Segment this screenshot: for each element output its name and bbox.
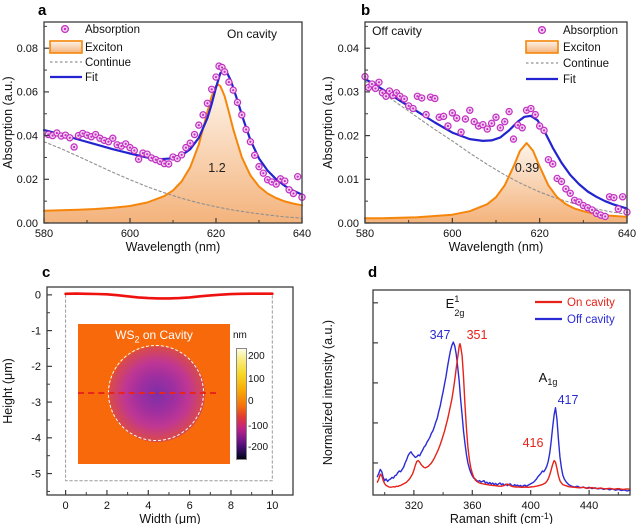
- svg-text:0.02: 0.02: [17, 174, 38, 186]
- svg-text:-2: -2: [31, 361, 41, 373]
- svg-text:320: 320: [405, 500, 423, 512]
- inset-title: WS2 on Cavity: [78, 328, 230, 344]
- inset-title-sub: 2: [134, 334, 140, 345]
- inset-title-suffix: on Cavity: [139, 328, 193, 342]
- svg-text:0: 0: [63, 500, 69, 512]
- svg-text:0.01: 0.01: [338, 174, 359, 186]
- panel-label-b: b: [361, 2, 371, 19]
- svg-text:Absorption: Absorption: [85, 24, 140, 36]
- panel-label-a: a: [38, 2, 47, 19]
- svg-text:580: 580: [356, 228, 374, 240]
- svg-text:Exciton: Exciton: [563, 42, 601, 54]
- svg-text:On cavity: On cavity: [567, 297, 615, 309]
- colorbar: nm 200 100 0 -100 -200: [231, 330, 291, 470]
- afm-heatmap-inset: WS2 on Cavity: [78, 324, 230, 464]
- svg-text:4: 4: [145, 500, 151, 512]
- svg-text:Off cavity: Off cavity: [567, 314, 615, 326]
- svg-text:400: 400: [522, 500, 540, 512]
- colorbar-unit-label: nm: [233, 330, 247, 341]
- profile-cut-dashed-line: [78, 392, 216, 394]
- svg-text:0: 0: [35, 290, 41, 302]
- svg-text:1.2: 1.2: [208, 161, 225, 175]
- svg-text:Exciton: Exciton: [85, 42, 123, 54]
- panel-label-c: c: [42, 264, 51, 281]
- inset-title-prefix: WS: [115, 328, 135, 342]
- colorbar-tick: -100: [248, 421, 269, 432]
- svg-text:Wavelength (nm): Wavelength (nm): [449, 240, 544, 254]
- colorbar-tick: -200: [248, 442, 269, 453]
- svg-text:Fit: Fit: [563, 74, 577, 86]
- svg-text:Width (μm): Width (μm): [139, 512, 200, 524]
- svg-text:440: 440: [580, 500, 598, 512]
- svg-text:640: 640: [293, 228, 311, 240]
- svg-text:600: 600: [443, 228, 461, 240]
- panel-label-d: d: [368, 264, 378, 281]
- svg-text:Raman shift (cm-1): Raman shift (cm-1): [450, 511, 553, 524]
- svg-text:Absorption (a.u.): Absorption (a.u.): [1, 76, 15, 168]
- svg-text:640: 640: [618, 228, 636, 240]
- colorbar-gradient: [236, 348, 247, 460]
- svg-text:0.06: 0.06: [17, 87, 38, 99]
- svg-text:-5: -5: [31, 468, 41, 480]
- svg-text:620: 620: [207, 228, 225, 240]
- svg-text:On cavity: On cavity: [227, 27, 277, 41]
- svg-text:Absorption: Absorption: [563, 25, 618, 37]
- svg-text:8: 8: [228, 500, 234, 512]
- absorption-off-cavity-chart: 580 600 620 640 0.00 0.01 0.02 0.03 0.04 Waveleng…: [321, 21, 636, 254]
- svg-text:-4: -4: [31, 433, 41, 445]
- svg-text:10: 10: [266, 500, 278, 512]
- svg-text:Absorption (a.u.): Absorption (a.u.): [321, 76, 335, 168]
- svg-text:580: 580: [35, 228, 53, 240]
- svg-text:0.08: 0.08: [17, 43, 38, 55]
- svg-text:Height (μm): Height (μm): [1, 358, 15, 424]
- svg-text:Wavelength (nm): Wavelength (nm): [126, 240, 221, 254]
- svg-text:Off cavity: Off cavity: [372, 24, 422, 38]
- svg-text:Continue: Continue: [563, 58, 609, 70]
- svg-text:620: 620: [530, 228, 548, 240]
- svg-text:Continue: Continue: [85, 57, 131, 69]
- svg-text:2: 2: [104, 500, 110, 512]
- svg-text:A1g: A1g: [539, 370, 558, 387]
- svg-text:351: 351: [467, 328, 488, 342]
- colorbar-tick: 0: [248, 396, 254, 407]
- svg-text:600: 600: [121, 228, 139, 240]
- svg-text:0.00: 0.00: [338, 218, 359, 230]
- svg-text:0.04: 0.04: [338, 43, 359, 55]
- svg-text:0.39: 0.39: [515, 161, 539, 175]
- svg-text:0.03: 0.03: [338, 87, 359, 99]
- raman-spectra-chart: 320 360 400 440 Raman shift (cm-1) Normalized…: [321, 289, 631, 524]
- svg-text:Fit: Fit: [85, 72, 99, 84]
- svg-text:-3: -3: [31, 397, 41, 409]
- svg-text:360: 360: [463, 500, 481, 512]
- svg-text:-1: -1: [31, 325, 41, 337]
- svg-text:417: 417: [558, 393, 579, 407]
- svg-text:0.04: 0.04: [17, 130, 38, 142]
- colorbar-tick: 200: [248, 351, 265, 362]
- colorbar-tick: 100: [248, 374, 265, 385]
- svg-text:347: 347: [430, 328, 451, 342]
- svg-text:0.02: 0.02: [338, 130, 359, 142]
- svg-text:Normalized intensity (a.u.): Normalized intensity (a.u.): [321, 320, 335, 465]
- absorption-on-cavity-chart: 580 600 620 640 0.00 0.02 0.04 0.06 0.08 Waveleng…: [1, 21, 311, 254]
- svg-text:0.00: 0.00: [17, 218, 38, 230]
- svg-text:6: 6: [187, 500, 193, 512]
- svg-text:416: 416: [523, 436, 544, 450]
